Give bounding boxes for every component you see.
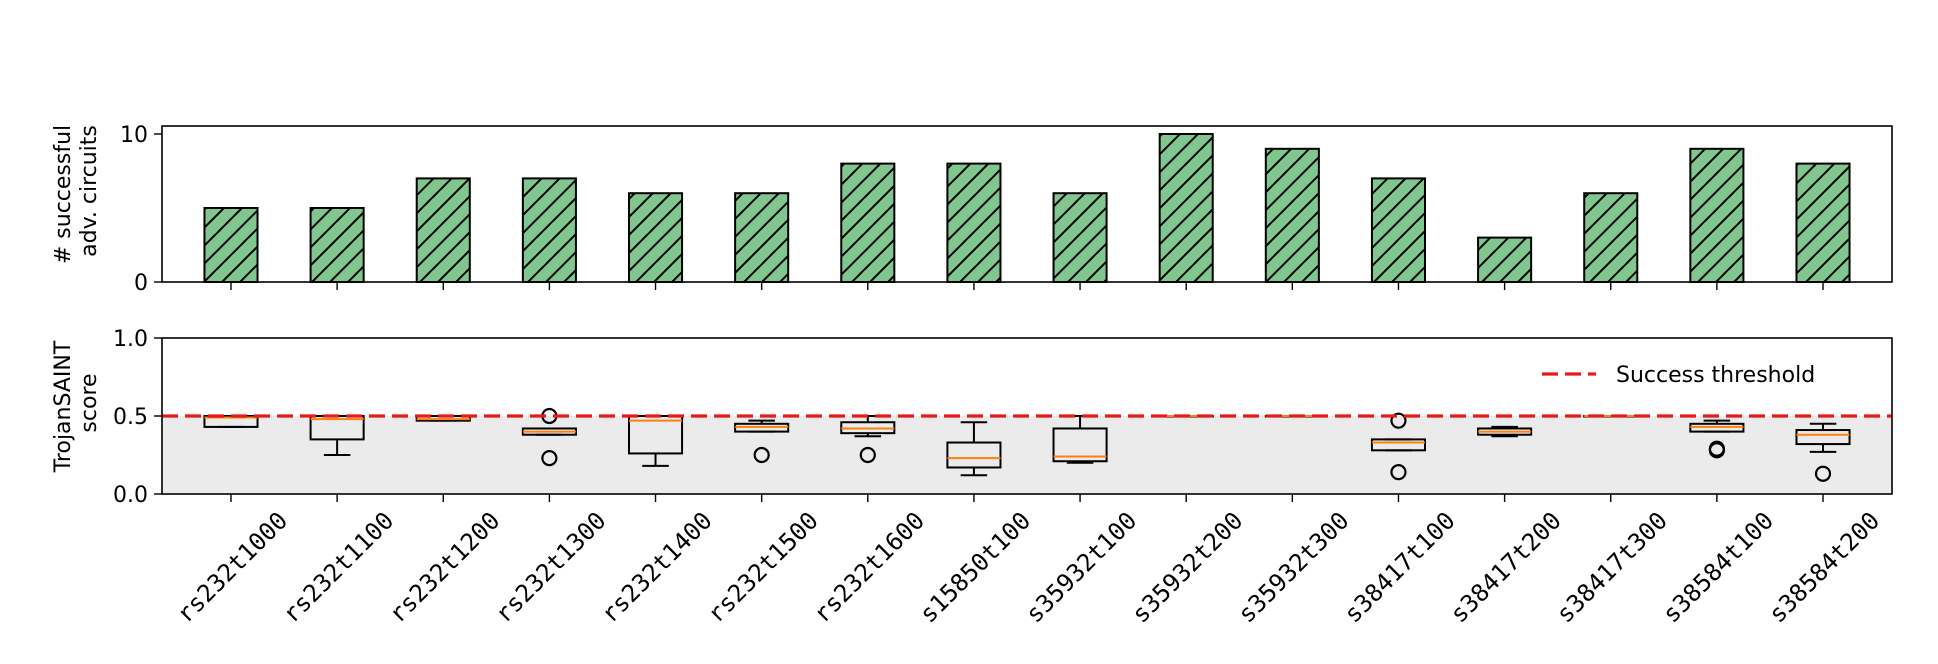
bar-rs232t1600	[840, 162, 896, 284]
iqr-box	[1370, 438, 1427, 452]
iqr-box	[1795, 429, 1851, 446]
x-tick-label-s38417t100: s38417t100	[1339, 506, 1461, 628]
bar-chart-panel: 0 10 # successful adv. circuits	[51, 118, 1893, 296]
bar-rs232t1000	[203, 207, 259, 283]
x-tick-label-rs232t1400: rs232t1400	[596, 506, 718, 628]
box-plot-y-label: TrojanSAINT score	[51, 334, 102, 474]
bar-chart-y-label: # successful adv. circuits	[51, 118, 102, 264]
bar-s35932t300	[1264, 147, 1320, 283]
x-tick-label-rs232t1000: rs232t1000	[171, 506, 293, 628]
box-plot-x-ticks: rs232t1000rs232t1100rs232t1200rs232t1300…	[171, 494, 1885, 628]
box-s38417t200	[1477, 425, 1533, 438]
iqr-box	[1052, 427, 1108, 463]
bar-chart-x-ticks	[230, 282, 1824, 290]
y-tick-label: 0.0	[113, 483, 148, 508]
x-tick-label-rs232t1600: rs232t1600	[808, 506, 930, 628]
box-plot-y-label-line-2: score	[77, 373, 102, 432]
box-plot-y-label-line-1: TrojanSAINT	[51, 340, 76, 473]
bar-rs232t1500	[734, 192, 790, 283]
outlier-point	[1814, 465, 1832, 482]
bar-s38584t100	[1689, 147, 1745, 283]
bar-rs232t1200	[415, 177, 471, 283]
outlier-point	[1708, 440, 1725, 457]
bar-chart-axes-frame	[161, 125, 1893, 283]
bar-s38417t200	[1477, 236, 1533, 284]
x-tick-label-rs232t1200: rs232t1200	[384, 506, 506, 628]
below-threshold-shaded-region	[162, 416, 1892, 494]
box-s38584t200	[1795, 422, 1851, 482]
y-tick-label: 0.5	[113, 405, 148, 430]
legend-threshold-label: Success threshold	[1616, 363, 1815, 388]
box-rs232t1500	[734, 419, 790, 464]
outlier-point	[753, 446, 770, 464]
outlier-point	[541, 450, 558, 467]
x-tick-label-rs232t1300: rs232t1300	[490, 506, 612, 628]
outlier-point	[1390, 412, 1407, 429]
bar-chart-y-ticks: 0 10	[120, 123, 162, 296]
bar-rs232t1100	[309, 207, 365, 283]
box-s38584t100	[1689, 419, 1745, 459]
y-tick-label: 10	[120, 123, 148, 148]
outlier-point	[1390, 464, 1407, 481]
y-tick-label: 1.0	[113, 327, 148, 352]
x-tick-label-s35932t200: s35932t200	[1126, 506, 1248, 628]
x-tick-label-s38584t100: s38584t100	[1657, 506, 1779, 628]
bar-chart-y-label-line-2: adv. circuits	[77, 125, 102, 257]
x-tick-label-s35932t100: s35932t100	[1020, 506, 1142, 628]
x-tick-label-s38417t300: s38417t300	[1551, 506, 1673, 628]
box-s15850t100	[946, 421, 1002, 477]
bar-s35932t200	[1158, 133, 1214, 283]
bar-s38584t200	[1795, 162, 1851, 284]
box-plot-panel: 0.0 0.5 1.0 rs232t1000rs232t1100rs232t1200…	[51, 327, 1893, 628]
bar-series	[203, 133, 1851, 284]
x-tick-label-rs232t1500: rs232t1500	[702, 506, 824, 628]
bar-s15850t100	[946, 162, 1002, 284]
box-plot-y-ticks: 0.0 0.5 1.0	[113, 327, 162, 508]
y-tick-label: 0	[134, 271, 148, 296]
bar-chart-y-label-line-1: # successful	[51, 125, 76, 264]
bar-s38417t100	[1370, 177, 1427, 283]
x-tick-label-s38417t200: s38417t200	[1445, 506, 1567, 628]
iqr-box	[203, 415, 259, 428]
x-tick-label-s35932t300: s35932t300	[1233, 506, 1355, 628]
x-tick-label-rs232t1100: rs232t1100	[277, 506, 399, 628]
legend: Success threshold	[1542, 363, 1815, 388]
x-tick-label-s15850t100: s15850t100	[914, 506, 1036, 628]
bar-rs232t1300	[521, 177, 577, 283]
outlier-point	[859, 446, 876, 464]
iqr-box	[946, 441, 1002, 469]
box-s38417t100	[1370, 412, 1427, 481]
bar-rs232t1400	[627, 192, 684, 283]
bar-s38417t300	[1583, 192, 1639, 283]
x-tick-label-s38584t200: s38584t200	[1763, 506, 1885, 628]
bar-s35932t100	[1052, 192, 1108, 283]
